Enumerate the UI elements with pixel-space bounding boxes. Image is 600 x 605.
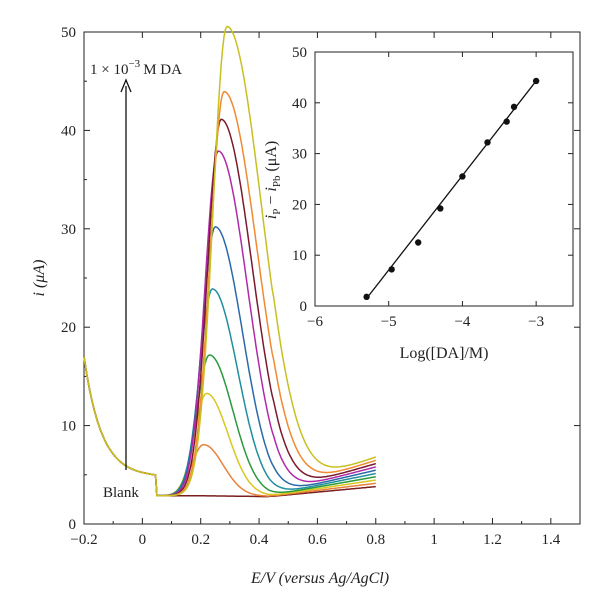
arrow-head-icon	[120, 78, 132, 93]
x-tick-label: −0.2	[70, 532, 97, 548]
data-point	[532, 77, 540, 85]
inset-y-label-unit: (μA)	[263, 141, 280, 172]
inset-y-tick-label: 0	[300, 299, 308, 315]
inset-y-tick-label: 30	[292, 147, 307, 163]
inset-x-label: Log([DA]/M)	[400, 345, 489, 362]
main-x-label: E/V (versus Ag/AgCl)	[250, 570, 389, 587]
inset-x-tick-label: −3	[528, 314, 544, 330]
data-point	[437, 205, 444, 212]
data-point	[484, 139, 491, 146]
annotation-mantissa: 1 × 10	[90, 62, 128, 78]
x-tick-label: 0.6	[308, 532, 327, 548]
x-tick-label: 1.4	[541, 532, 560, 548]
y-tick-label: 30	[61, 222, 76, 238]
inset-y-label-i1: i	[263, 215, 280, 219]
y-tick-label: 50	[61, 25, 76, 41]
x-tick-label: 1.2	[483, 532, 502, 548]
voltammogram-curve	[83, 288, 376, 497]
inset-y-label-i2: i	[263, 187, 280, 191]
fit-line	[366, 80, 537, 299]
inset-y-tick-label: 40	[292, 96, 307, 112]
data-point	[415, 239, 422, 246]
x-tick-label: 0.2	[191, 532, 210, 548]
x-tick-label: 0.4	[250, 532, 269, 548]
annotation-unit: M DA	[143, 62, 182, 78]
inset-y-label: iP − iPb(μA)	[263, 141, 283, 219]
inset-points	[363, 77, 540, 301]
data-point	[459, 173, 466, 180]
y-tick-label: 40	[61, 123, 76, 139]
main-y-label: i (μA)	[31, 260, 48, 297]
data-point	[510, 103, 518, 111]
x-tick-label: 0.8	[366, 532, 385, 548]
x-tick-label: 1	[430, 532, 438, 548]
data-point	[388, 266, 395, 273]
y-tick-label: 20	[61, 320, 76, 336]
voltammogram-curve	[83, 25, 377, 497]
y-tick-label: 0	[69, 517, 77, 533]
inset-y-label-sub2: Pb	[271, 175, 283, 187]
y-tick-label: 10	[61, 419, 76, 435]
data-point	[363, 293, 370, 301]
blank-annotation: Blank	[103, 485, 139, 501]
top-annotation: 1 × 10−3 M DA	[90, 58, 182, 78]
data-point	[503, 118, 510, 125]
inset-x-tick-label: −4	[454, 314, 470, 330]
main-curves	[83, 25, 377, 498]
x-tick-label: 0	[139, 532, 147, 548]
annotation-exponent: −3	[128, 58, 140, 70]
inset-y-tick-label: 50	[292, 45, 307, 61]
inset-y-label-minus: −	[263, 192, 280, 209]
inset-y-label-sub1: P	[271, 209, 283, 215]
inset-x-tick-label: −6	[307, 314, 323, 330]
inset-y-tick-label: 10	[292, 248, 307, 264]
inset-plot-frame	[314, 51, 574, 307]
inset-y-tick-label: 20	[292, 197, 307, 213]
inset-axes: −6 −5 −4 −3 0 10 20 30 40 50	[292, 45, 573, 330]
inset-x-tick-label: −5	[381, 314, 397, 330]
